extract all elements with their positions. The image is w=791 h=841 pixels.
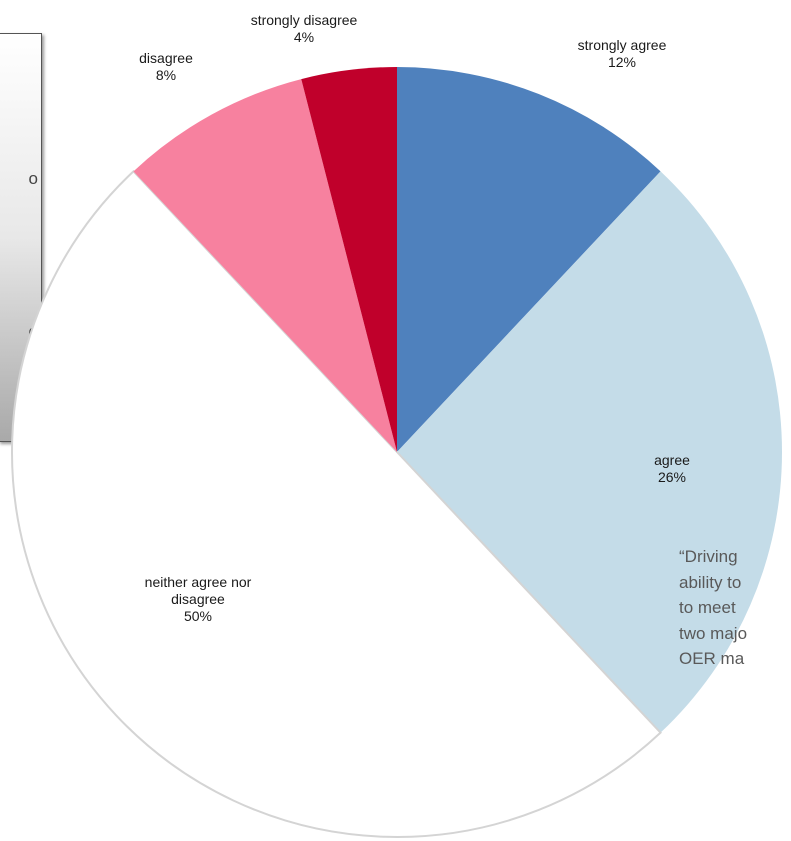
category-label: neither agree nor disagree	[144, 574, 252, 607]
annotation-line: two majo	[679, 623, 748, 643]
value-label: 26%	[657, 469, 687, 485]
value-label: 12%	[607, 54, 637, 70]
slice-label: strongly disagree 4%	[251, 12, 358, 46]
annotation-line: OER ma	[679, 649, 745, 668]
category-label: strongly agree	[577, 37, 667, 53]
category-label: strongly disagree	[250, 12, 358, 28]
slice-label: disagree 8%	[139, 50, 193, 84]
annotation-line: ability to	[679, 572, 742, 592]
pie-slice	[301, 67, 397, 452]
annotation-line: “Driving	[679, 547, 738, 566]
slice-label: strongly agree 12%	[578, 37, 667, 71]
slice-label: neither agree nor disagree 50%	[128, 574, 268, 625]
pie-slice	[11, 169, 662, 838]
value-label: 50%	[183, 608, 213, 624]
pie-slice	[397, 67, 661, 452]
annotation-line: to meet	[679, 598, 736, 617]
slice-label: agree 26%	[654, 452, 690, 486]
category-label: disagree	[139, 50, 193, 66]
value-label: 4%	[293, 29, 315, 45]
pie-slice	[133, 79, 397, 452]
value-label: 8%	[155, 67, 177, 83]
box-text: o	[28, 169, 38, 188]
pie-slice	[397, 171, 782, 733]
category-label: agree	[654, 452, 690, 468]
